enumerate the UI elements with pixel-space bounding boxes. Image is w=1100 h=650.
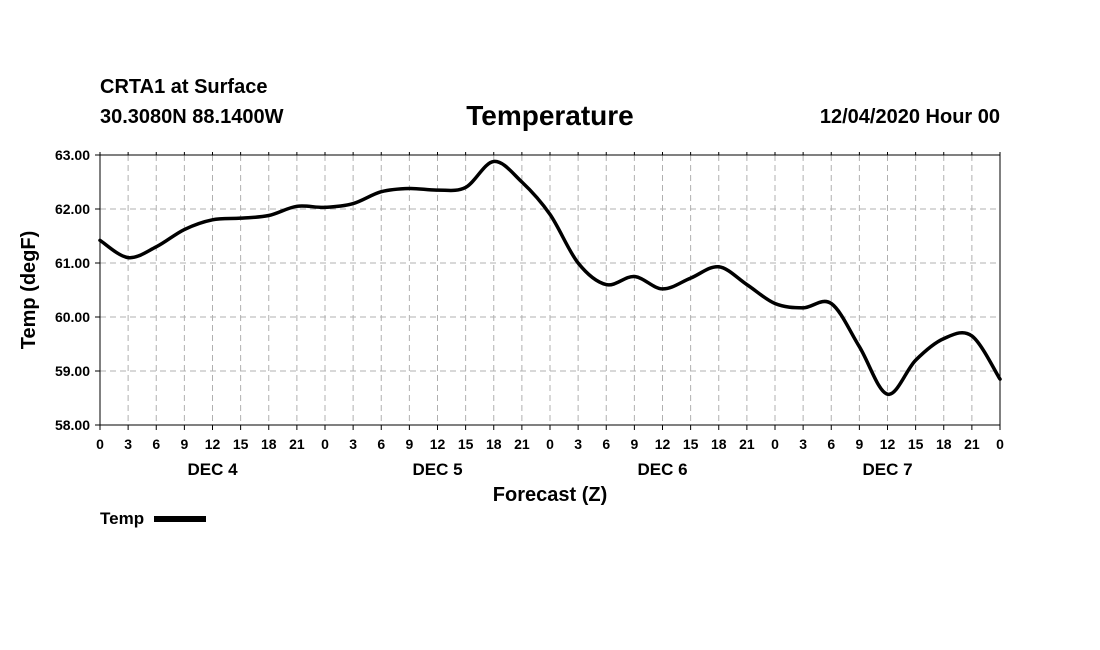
data-point <box>155 245 158 248</box>
data-point <box>633 275 636 278</box>
x-tick-label: 3 <box>799 436 807 452</box>
x-tick-label: 6 <box>827 436 835 452</box>
x-tick-label: 9 <box>180 436 188 452</box>
data-point <box>802 306 805 309</box>
axis-labels: 58.00 59.00 60.00 61.00 62.00 63.00 0 3 6 9 12 15 18… <box>55 147 1004 479</box>
x-tick-label: 18 <box>261 436 277 452</box>
x-tick-label: 12 <box>430 436 446 452</box>
x-tick-label: 6 <box>377 436 385 452</box>
x-tick-label: 15 <box>908 436 924 452</box>
x-axis-title: Forecast (Z) <box>493 484 607 506</box>
data-point <box>942 337 945 340</box>
day-label: DEC 6 <box>637 460 687 479</box>
x-tick-label: 21 <box>289 436 305 452</box>
data-point <box>745 283 748 286</box>
data-point <box>914 359 917 362</box>
data-point <box>605 283 608 286</box>
x-tick-label: 0 <box>996 436 1004 452</box>
data-point <box>661 287 664 290</box>
x-tick-label: 3 <box>574 436 582 452</box>
legend-line-swatch <box>154 516 207 522</box>
x-tick-label: 6 <box>602 436 610 452</box>
data-point <box>267 214 270 217</box>
x-tick-label: 3 <box>349 436 357 452</box>
x-tick-label: 12 <box>655 436 671 452</box>
forecast-date-label: 12/04/2020 Hour 00 <box>819 106 1000 128</box>
data-point <box>436 189 439 192</box>
data-point <box>295 205 298 208</box>
x-tick-label: 3 <box>124 436 132 452</box>
x-tick-label: 21 <box>739 436 755 452</box>
data-point <box>211 218 214 221</box>
x-tick-label: 0 <box>771 436 779 452</box>
grid <box>100 155 1000 425</box>
data-point <box>324 206 327 209</box>
data-point <box>970 334 973 337</box>
x-tick-label: 21 <box>964 436 980 452</box>
coordinates-label: 30.3080N 88.1400W <box>100 106 284 128</box>
data-point <box>886 393 889 396</box>
x-tick-label: 18 <box>486 436 502 452</box>
day-label: DEC 4 <box>187 460 238 479</box>
data-point <box>830 302 833 305</box>
data-point <box>380 190 383 193</box>
y-tick-label: 62.00 <box>55 201 90 217</box>
data-point <box>464 186 467 189</box>
data-point <box>127 256 130 259</box>
y-axis-title: Temp (degF) <box>18 231 40 350</box>
x-tick-label: 9 <box>855 436 863 452</box>
data-point <box>408 187 411 190</box>
chart-title: Temperature <box>466 100 634 131</box>
day-label: DEC 5 <box>412 460 462 479</box>
data-point <box>352 202 355 205</box>
data-point <box>774 302 777 305</box>
legend: Temp <box>100 509 207 529</box>
axis-ticks <box>95 152 1001 430</box>
x-tick-label: 12 <box>205 436 221 452</box>
y-tick-label: 60.00 <box>55 309 90 325</box>
series-line-temp <box>98 159 1002 396</box>
x-tick-label: 9 <box>405 436 413 452</box>
y-tick-label: 61.00 <box>55 255 90 271</box>
data-point <box>239 217 242 220</box>
data-point <box>183 228 186 231</box>
data-point <box>858 345 861 348</box>
y-tick-label: 58.00 <box>55 417 90 433</box>
x-tick-label: 0 <box>96 436 104 452</box>
x-tick-label: 0 <box>321 436 329 452</box>
x-tick-label: 12 <box>880 436 896 452</box>
legend-label: Temp <box>100 509 145 528</box>
station-label: CRTA1 at Surface <box>100 76 268 98</box>
data-point <box>577 262 580 265</box>
x-tick-label: 15 <box>683 436 699 452</box>
x-tick-label: 15 <box>458 436 474 452</box>
day-label: DEC 7 <box>862 460 912 479</box>
x-tick-label: 6 <box>152 436 160 452</box>
x-tick-label: 18 <box>936 436 952 452</box>
y-tick-label: 63.00 <box>55 147 90 163</box>
data-point <box>99 239 102 242</box>
data-point <box>549 213 552 216</box>
data-point <box>689 277 692 280</box>
x-tick-label: 21 <box>514 436 530 452</box>
x-tick-label: 15 <box>233 436 249 452</box>
data-point <box>717 265 720 268</box>
y-tick-label: 59.00 <box>55 363 90 379</box>
x-tick-label: 0 <box>546 436 554 452</box>
data-point <box>492 160 495 163</box>
data-point <box>520 181 523 184</box>
x-tick-label: 18 <box>711 436 727 452</box>
data-point <box>999 378 1002 381</box>
x-tick-label: 9 <box>630 436 638 452</box>
